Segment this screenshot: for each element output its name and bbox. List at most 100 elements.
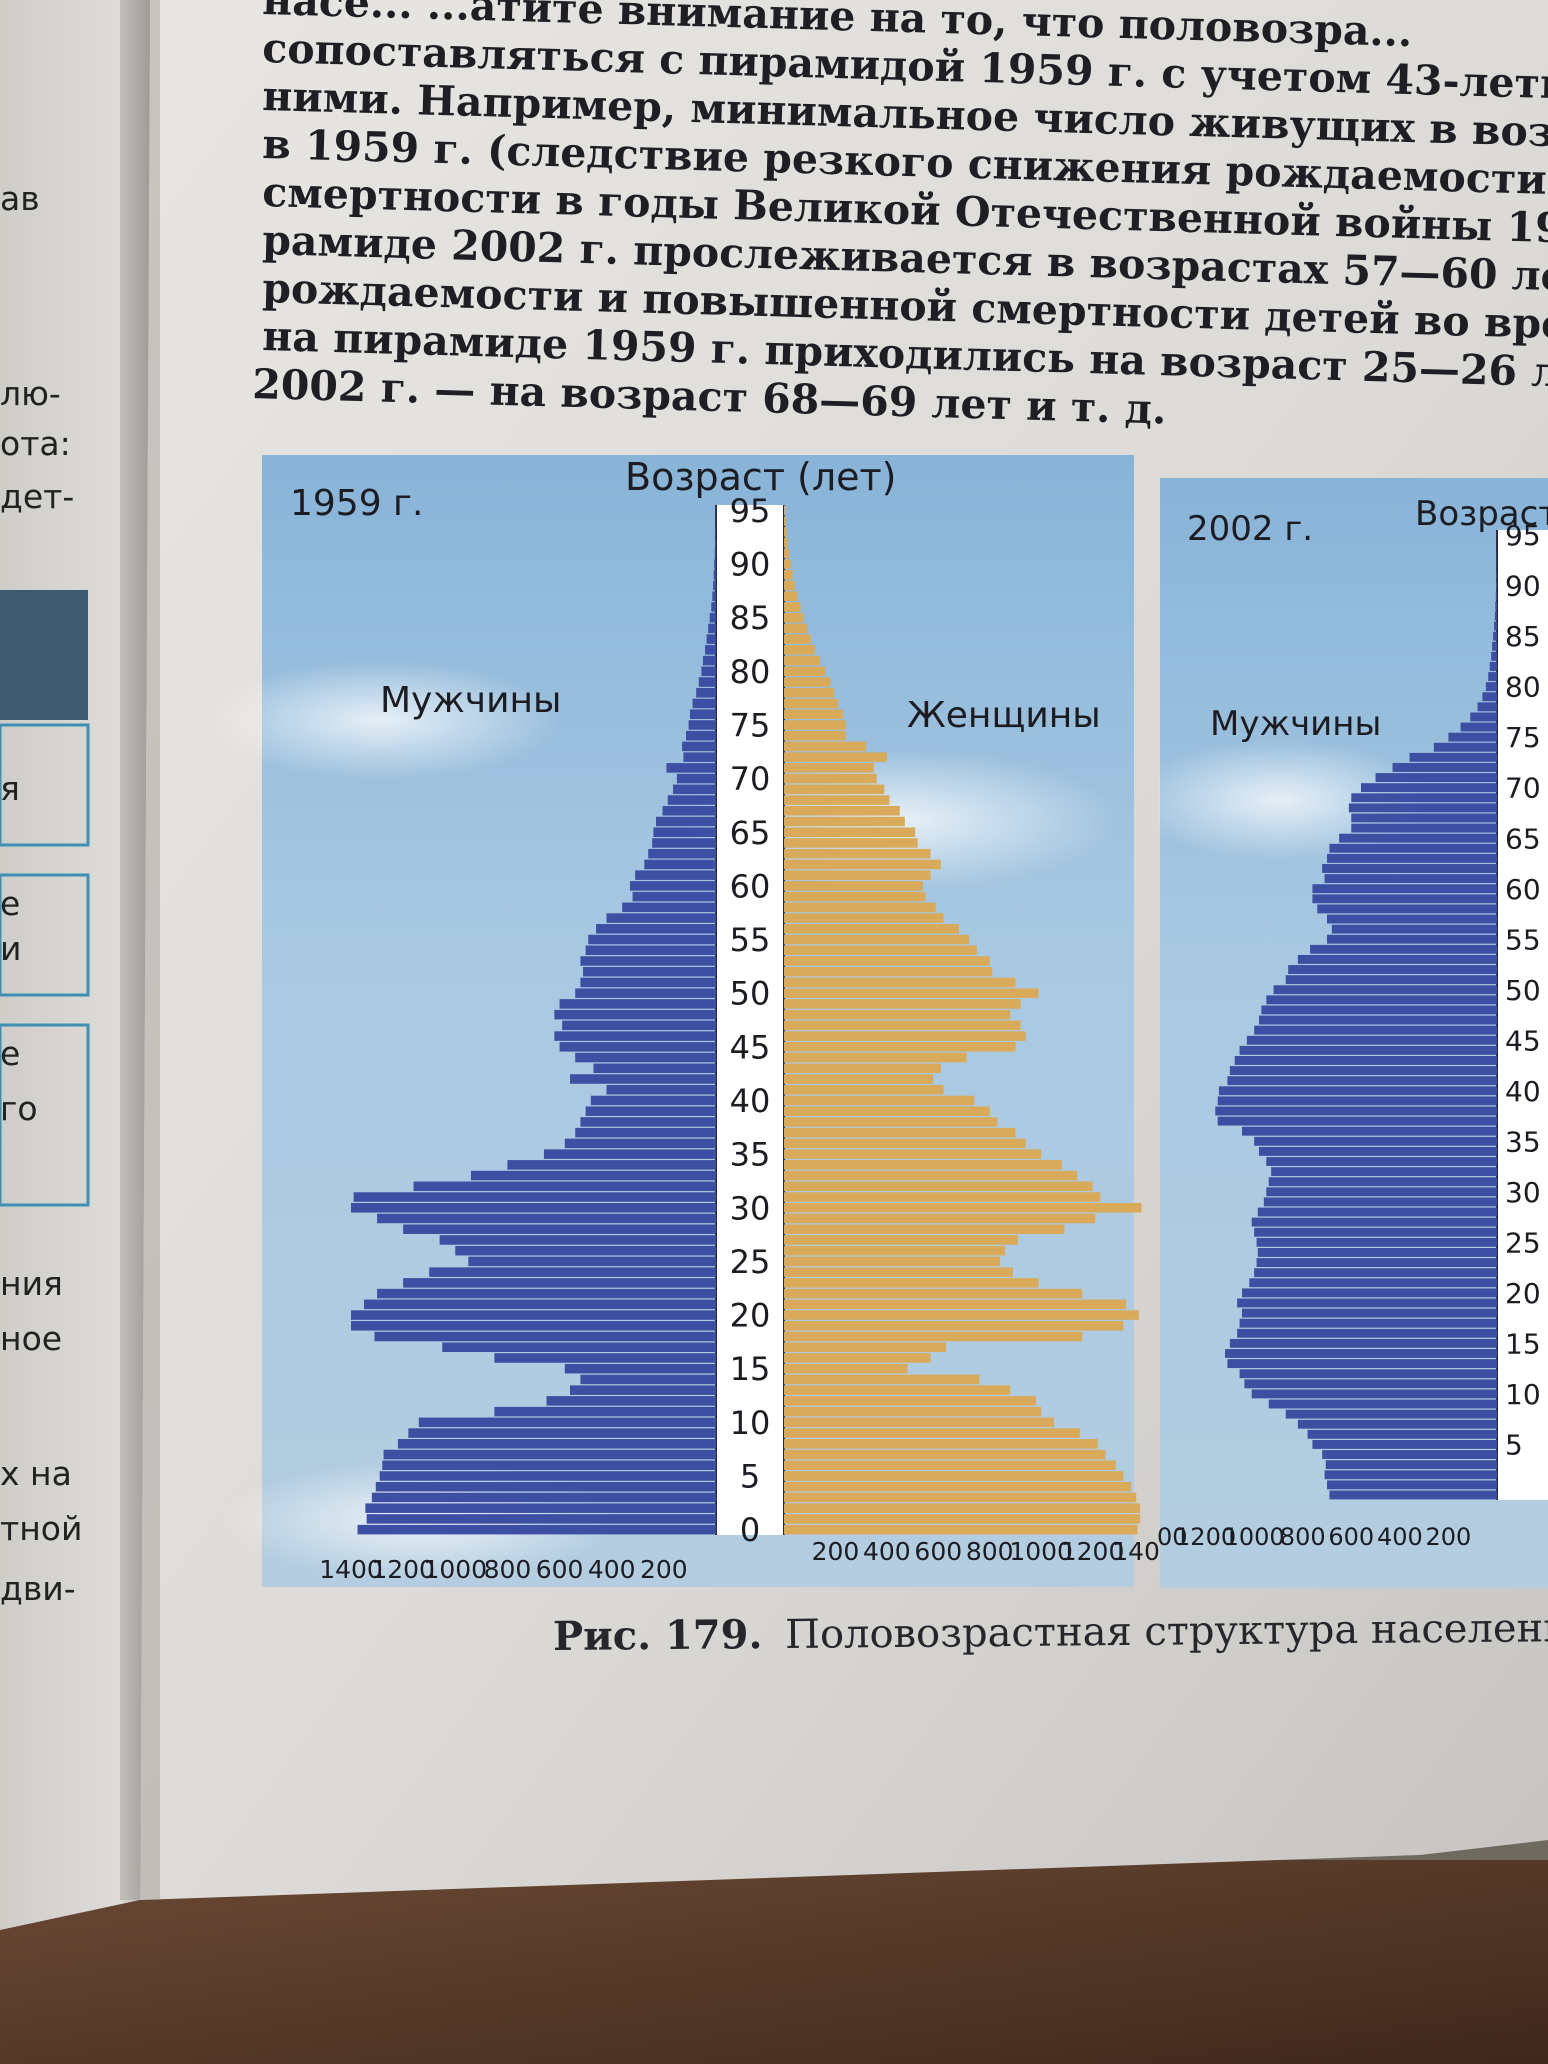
male-bar-age-5 (1312, 1439, 1497, 1449)
male-bar-age-7 (383, 1449, 716, 1460)
female-bar-age-77 (784, 698, 838, 709)
left-fragment: я (0, 769, 20, 808)
age-axis-label: Возраст (лет) (625, 455, 897, 499)
age-tick-label: 60 (730, 867, 771, 905)
male-bar-age-82 (705, 645, 716, 655)
female-bar-age-70 (784, 773, 877, 784)
female-bar-age-95 (784, 505, 786, 516)
male-bar-age-64 (1329, 843, 1497, 853)
chart-title: 1959 г. (290, 483, 423, 524)
female-bar-age-36 (784, 1138, 1026, 1149)
male-bar-age-52 (583, 966, 716, 977)
age-tick-label: 45 (730, 1028, 771, 1066)
male-bar-age-13 (1227, 1359, 1497, 1369)
male-bar-age-15 (564, 1363, 716, 1374)
female-bar-age-58 (784, 902, 936, 913)
age-tick-label: 10 (1505, 1378, 1541, 1411)
female-bar-age-28 (784, 1224, 1065, 1234)
female-bar-age-18 (784, 1331, 1083, 1342)
female-bar-age-48 (784, 1009, 1011, 1020)
left-fragment: е (0, 884, 20, 923)
male-bar-age-67 (662, 806, 716, 816)
male-bar-age-7 (1297, 1419, 1497, 1429)
male-bar-age-81 (1488, 672, 1497, 681)
male-bar-age-26 (1254, 1227, 1497, 1237)
male-bar-age-10 (1251, 1389, 1497, 1399)
male-bar-age-6 (382, 1460, 716, 1471)
age-tick-label: 15 (1505, 1327, 1541, 1360)
left-fragment: тной (0, 1509, 82, 1548)
male-bar-age-14 (1225, 1349, 1497, 1358)
age-tick-label: 50 (730, 975, 771, 1013)
age-tick-label: 75 (730, 706, 771, 744)
age-tick-label: 40 (730, 1082, 771, 1120)
male-bar-age-91 (1496, 571, 1497, 580)
female-bar-age-41 (784, 1084, 944, 1095)
male-bar-age-22 (1254, 1268, 1497, 1278)
male-bar-age-53 (580, 956, 716, 966)
female-bar-age-55 (784, 934, 970, 945)
age-tick-label: 90 (1505, 570, 1541, 603)
male-bar-age-72 (1392, 762, 1497, 772)
left-fragment: е (0, 1034, 20, 1073)
female-bar-age-94 (784, 516, 787, 526)
female-bar-age-13 (784, 1385, 1011, 1395)
female-bar-age-88 (784, 580, 795, 591)
male-bar-age-5 (379, 1471, 716, 1481)
male-bar-age-73 (1409, 752, 1497, 762)
female-bar-age-16 (784, 1353, 931, 1363)
male-bar-age-59 (1312, 894, 1497, 904)
male-bar-age-6 (1307, 1429, 1497, 1439)
male-bar-age-21 (364, 1299, 716, 1310)
female-bar-age-74 (784, 730, 846, 741)
male-bar-age-44 (575, 1052, 716, 1063)
male-bar-age-4 (1322, 1450, 1497, 1459)
male-bar-age-41 (1227, 1076, 1497, 1086)
male-bar-age-70 (1361, 783, 1497, 793)
male-bar-age-84 (708, 623, 716, 634)
male-bar-age-69 (1351, 793, 1497, 803)
pyramid-1959: 0 5 10 15 20 25 30 35 40 45 50 55 60 65 70 75 80 85 90 95 1… (200, 455, 1176, 1587)
female-bar-age-37 (784, 1127, 1016, 1138)
male-bar-age-19 (351, 1321, 716, 1331)
female-bar-age-73 (784, 741, 867, 752)
female-bar-age-21 (784, 1299, 1126, 1310)
age-tick-label: 80 (730, 653, 771, 691)
male-bar-age-66 (1351, 823, 1497, 833)
male-bar-age-51 (580, 977, 716, 988)
age-tick-label: 0 (740, 1511, 760, 1549)
female-bar-age-90 (784, 559, 791, 569)
male-bar-age-58 (622, 902, 716, 913)
age-tick-label: 85 (730, 599, 771, 637)
male-bar-age-29 (377, 1213, 716, 1224)
pyramid-2002: 95 90 85 80 75 70 65 60 55 50 45 40 35 30 25 20 15 10 5 14… (1158, 478, 1548, 1588)
male-axis-tick-label: 800 (1280, 1523, 1326, 1551)
legend-women: Женщины (907, 695, 1101, 736)
male-bar-age-48 (554, 1009, 716, 1020)
figure-caption: Рис. 179. Половозрастная структура насел… (553, 1605, 1548, 1660)
male-axis-tick-label: 1000 (1224, 1523, 1285, 1551)
male-axis-tick-label: 200 (640, 1555, 688, 1584)
female-bar-age-7 (784, 1449, 1106, 1460)
male-bar-age-83 (1491, 651, 1497, 661)
female-bar-age-76 (784, 709, 844, 719)
male-bar-age-45 (1246, 1035, 1497, 1045)
left-page-fragments: ав лю- ота: дет- я е и е го ния ное х на… (0, 179, 90, 1608)
male-bar-age-75 (1448, 732, 1497, 742)
female-bar-age-6 (784, 1460, 1116, 1471)
left-page-box (0, 873, 90, 997)
female-bar-age-24 (784, 1267, 1013, 1277)
left-page-box (0, 1023, 90, 1207)
female-bar-age-67 (784, 806, 900, 816)
female-bar-age-1 (784, 1514, 1141, 1524)
male-bar-age-54 (585, 945, 716, 956)
left-fragment: лю- (0, 374, 61, 413)
left-page-box (0, 723, 90, 847)
male-axis-tick-label: 1200 (371, 1555, 435, 1584)
male-bar-age-32 (1271, 1167, 1497, 1177)
male-bar-age-23 (1256, 1258, 1497, 1268)
male-bar-age-11 (1244, 1379, 1497, 1389)
male-axis-tick-label: 400 (588, 1555, 636, 1584)
female-bar-age-89 (784, 569, 793, 580)
male-bar-age-28 (403, 1224, 716, 1234)
